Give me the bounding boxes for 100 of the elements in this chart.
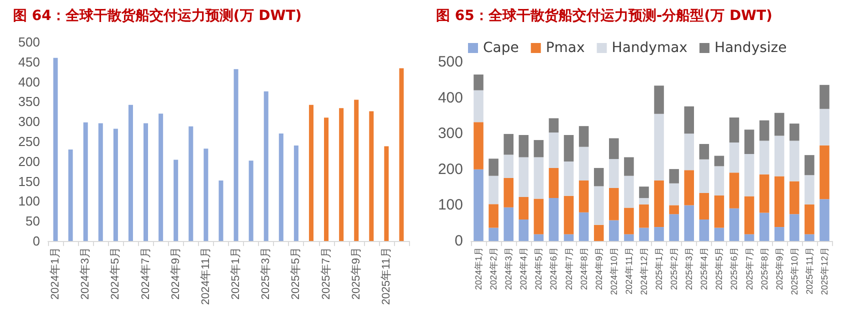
bar [98, 123, 103, 241]
bar [804, 175, 814, 204]
x-tick-label: 2025年4月 [699, 247, 710, 290]
bar [564, 234, 574, 241]
bar [548, 132, 559, 168]
bar [729, 117, 740, 143]
bar [144, 123, 148, 241]
x-tick-label: 2025年9月 [350, 247, 362, 300]
bar [790, 214, 800, 241]
bar [234, 69, 238, 241]
x-tick-label: 2024年2月 [488, 247, 499, 290]
x-tick-label: 2025年3月 [684, 247, 694, 290]
legend-label: Handysize [714, 40, 787, 56]
bar [639, 228, 649, 241]
x-tick-label: 2025年11月 [380, 247, 392, 305]
y-tick-label: 200 [18, 154, 40, 169]
chart-title: 图 64：全球干散货船交付运力预测(万 DWT) [13, 7, 302, 24]
x-tick-label: 2024年1月 [474, 247, 484, 290]
bar [820, 108, 830, 146]
bar [759, 174, 770, 213]
bar [518, 157, 529, 197]
bar [790, 181, 800, 214]
y-tick-label: 300 [18, 114, 40, 130]
bar [669, 183, 679, 206]
x-tick-label: 2025年10月 [789, 247, 800, 296]
bar [744, 130, 754, 154]
y-tick-label: 0 [454, 232, 463, 250]
bar [188, 126, 194, 241]
bar [369, 111, 374, 241]
bar [609, 188, 619, 220]
x-tick-label: 2024年5月 [534, 247, 544, 290]
y-tick-label: 150 [18, 174, 40, 189]
bar [578, 146, 589, 180]
bar [474, 74, 484, 90]
bar [609, 220, 619, 241]
bar [278, 134, 284, 241]
bar [639, 186, 649, 198]
y-tick-label: 350 [18, 94, 40, 110]
legend-label: Pmax [546, 40, 585, 56]
bar [744, 234, 754, 241]
bar [68, 149, 73, 241]
x-tick-label: 2025年1月 [654, 247, 664, 290]
bar [759, 140, 770, 174]
y-tick-label: 500 [18, 34, 40, 50]
bar [594, 186, 604, 225]
bar [548, 168, 559, 198]
bar [729, 142, 740, 173]
bar [534, 140, 544, 158]
x-tick-label: 2025年5月 [714, 247, 724, 290]
bar [624, 176, 634, 208]
bar [669, 205, 679, 214]
bar [774, 176, 784, 228]
bar [564, 162, 574, 196]
bar [624, 208, 634, 234]
bar [639, 204, 649, 228]
bar [729, 208, 740, 241]
y-tick-label: 300 [438, 125, 463, 142]
x-tick-label: 2025年6月 [729, 247, 740, 290]
bar [684, 205, 694, 241]
chart-title: 图 65：全球干散货船交付运力预测-分船型(万 DWT) [436, 7, 772, 24]
bar [744, 154, 754, 196]
bar [578, 126, 589, 147]
x-tick-label: 2024年8月 [578, 247, 589, 290]
y-tick-label: 100 [18, 194, 40, 209]
x-tick-label: 2024年12月 [638, 247, 649, 296]
x-tick-label: 2025年8月 [759, 247, 770, 290]
bar [624, 234, 634, 241]
y-tick-label: 200 [438, 160, 463, 178]
legend-label: Cape [483, 40, 519, 56]
bar [684, 170, 694, 206]
x-tick-label: 2024年3月 [80, 247, 92, 300]
bar [774, 227, 784, 241]
y-tick-label: 500 [438, 54, 463, 70]
bar [774, 112, 784, 136]
bar [399, 68, 404, 241]
x-tick-label: 2024年7月 [140, 247, 152, 300]
x-tick-label: 2024年9月 [594, 247, 604, 290]
bar [488, 176, 498, 204]
x-tick-label: 2024年4月 [518, 247, 529, 290]
x-tick-label: 2025年7月 [744, 247, 754, 290]
bar [669, 169, 679, 184]
x-tick-label: 2024年7月 [564, 247, 574, 290]
bar [714, 228, 724, 241]
bar [294, 145, 298, 241]
bar [699, 144, 710, 160]
bar [128, 104, 133, 241]
bar [654, 180, 664, 228]
bar [53, 58, 58, 241]
bar [384, 146, 389, 241]
bar [339, 108, 344, 241]
x-tick-label: 2025年1月 [230, 247, 242, 300]
x-tick-label: 2024年5月 [110, 247, 122, 300]
bar [804, 234, 814, 241]
bar [474, 122, 484, 170]
bar [548, 118, 559, 133]
x-tick-label: 2025年2月 [669, 247, 680, 290]
bar [488, 204, 498, 228]
bar [308, 104, 314, 241]
x-tick-label: 2025年12月 [819, 247, 830, 296]
x-tick-label: 2025年9月 [774, 247, 784, 290]
